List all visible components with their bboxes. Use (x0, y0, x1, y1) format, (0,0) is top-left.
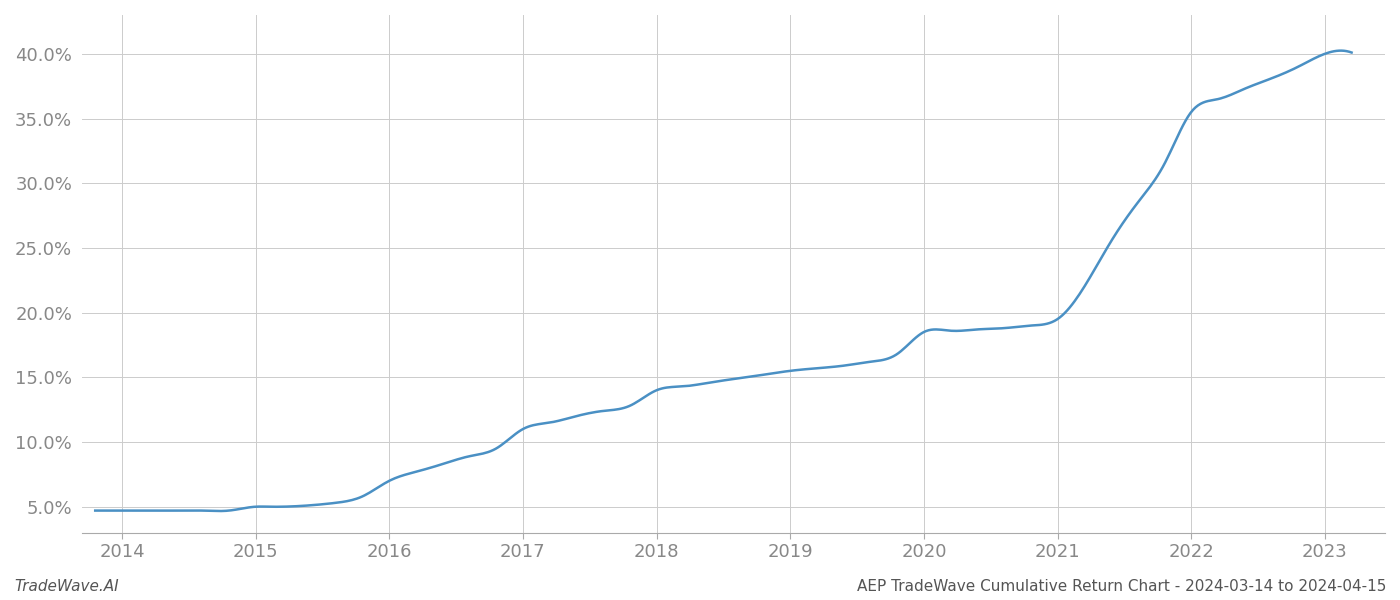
Text: TradeWave.AI: TradeWave.AI (14, 579, 119, 594)
Text: AEP TradeWave Cumulative Return Chart - 2024-03-14 to 2024-04-15: AEP TradeWave Cumulative Return Chart - … (857, 579, 1386, 594)
